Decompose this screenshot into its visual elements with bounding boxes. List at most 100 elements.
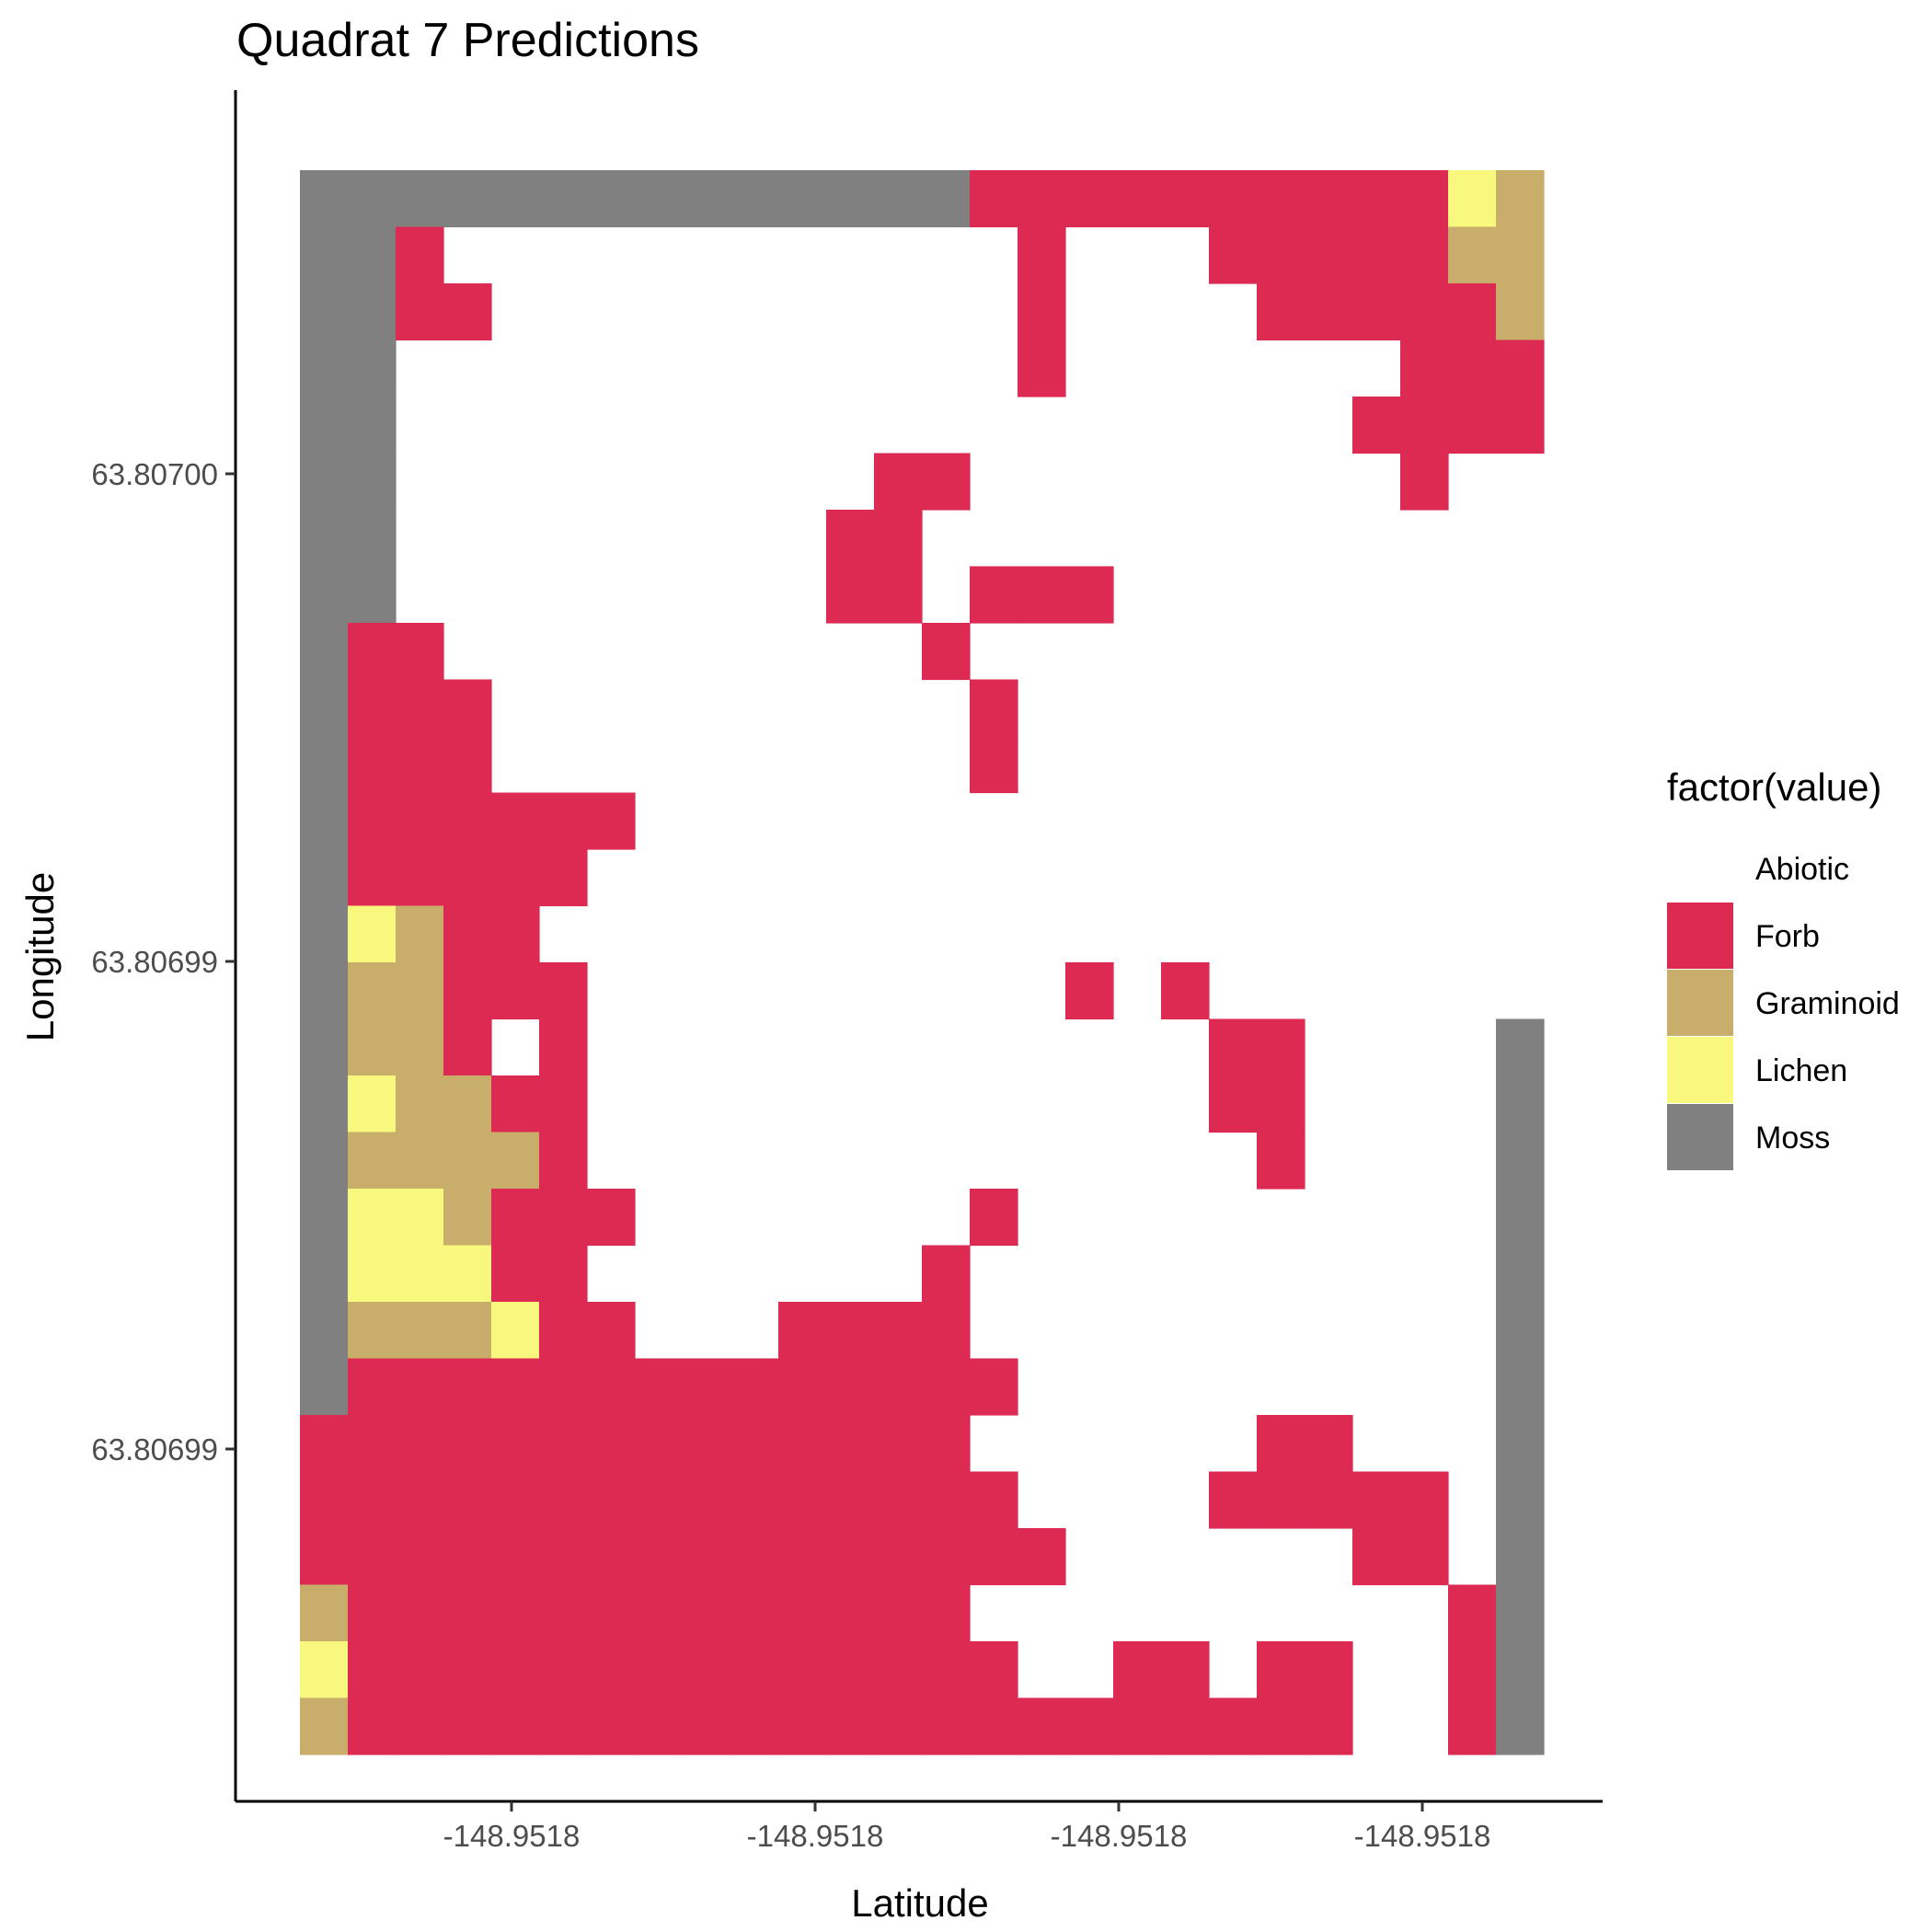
heatmap-cell-forb xyxy=(922,1415,971,1473)
heatmap-cell-forb xyxy=(874,1415,923,1473)
heatmap-cell-moss xyxy=(300,962,349,1020)
heatmap-cell-forb xyxy=(826,1471,875,1529)
heatmap-cell-moss xyxy=(587,170,636,228)
heatmap-cell-forb xyxy=(1018,170,1066,228)
heatmap-cell-forb xyxy=(396,283,444,341)
heatmap-cell-moss xyxy=(874,170,923,228)
heatmap-cell-forb xyxy=(443,1528,492,1586)
heatmap-cell-forb xyxy=(539,1075,588,1133)
heatmap-cell-forb xyxy=(922,1528,971,1586)
x-tick-label: -148.9518 xyxy=(747,1819,884,1853)
legend-label-abiotic: Abiotic xyxy=(1755,852,1849,887)
heatmap-cell-forb xyxy=(1305,226,1353,284)
heatmap-cell-forb xyxy=(348,1471,397,1529)
heatmap-cell-forb xyxy=(587,1415,636,1473)
heatmap-cell-forb xyxy=(587,792,636,850)
heatmap-cell-forb xyxy=(1113,170,1162,228)
heatmap-cell-moss xyxy=(300,453,349,511)
heatmap-cell-forb xyxy=(1257,1641,1305,1699)
heatmap-cell-forb xyxy=(587,1584,636,1642)
heatmap-cell-forb xyxy=(970,1697,1018,1755)
heatmap-cell-forb xyxy=(1209,1018,1258,1076)
x-tick-label: -148.9518 xyxy=(1354,1819,1491,1853)
legend: factor(value) Abiotic Forb Graminoid Lichen… xyxy=(1667,765,1900,1170)
heatmap-cell-forb xyxy=(443,679,492,737)
heatmap-cell-forb xyxy=(922,1245,971,1303)
heatmap-cell-forb xyxy=(1209,170,1258,228)
heatmap-cell-forb xyxy=(970,1641,1018,1699)
heatmap-cell-moss xyxy=(1496,1245,1545,1303)
heatmap-cell-forb xyxy=(826,1302,875,1360)
heatmap-cell-forb xyxy=(348,1415,397,1473)
heatmap-cell-forb xyxy=(587,1528,636,1586)
heatmap-cell-forb xyxy=(396,1641,444,1699)
heatmap-cell-forb xyxy=(922,1697,971,1755)
heatmap-cell-forb xyxy=(1209,1471,1258,1529)
heatmap-cell-forb xyxy=(635,1358,684,1416)
heatmap-cell-forb xyxy=(539,1415,588,1473)
legend-title: factor(value) xyxy=(1667,765,1881,809)
x-tick-label: -148.9518 xyxy=(443,1819,581,1853)
heatmap-cell-forb xyxy=(1018,226,1066,284)
heatmap-cell-forb xyxy=(443,1018,492,1076)
heatmap-cell-forb xyxy=(635,1471,684,1529)
heatmap-cell-graminoid xyxy=(443,1132,492,1190)
heatmap-cell-forb xyxy=(970,170,1018,228)
heatmap-cell-forb xyxy=(683,1358,731,1416)
heatmap-cell-moss xyxy=(826,170,875,228)
heatmap-cell-forb xyxy=(874,1471,923,1529)
heatmap-cell-moss xyxy=(300,1245,349,1303)
heatmap-cell-moss xyxy=(300,283,349,341)
heatmap-cell-forb xyxy=(683,1641,731,1699)
heatmap-cell-forb xyxy=(1018,1528,1066,1586)
heatmap-cell-forb xyxy=(491,1358,540,1416)
heatmap-cell-moss xyxy=(396,170,444,228)
heatmap-cell-moss xyxy=(778,170,827,228)
heatmap-cell-forb xyxy=(730,1641,779,1699)
heatmap-cell-moss xyxy=(1496,1641,1545,1699)
heatmap-cell-graminoid xyxy=(396,962,444,1020)
heatmap-cell-forb xyxy=(1448,1697,1497,1755)
heatmap-cell-moss xyxy=(300,623,349,681)
heatmap-cell-graminoid xyxy=(396,1075,444,1133)
heatmap-cell-forb xyxy=(539,1358,588,1416)
heatmap-cell-forb xyxy=(539,962,588,1020)
heatmap-cell-forb xyxy=(874,1528,923,1586)
heatmap-cell-forb xyxy=(396,1471,444,1529)
heatmap-cell-moss xyxy=(300,905,349,963)
heatmap-cell-forb xyxy=(396,1697,444,1755)
heatmap-cell-forb xyxy=(826,1415,875,1473)
heatmap-cell-graminoid xyxy=(396,1018,444,1076)
heatmap-cell-forb xyxy=(970,1189,1018,1247)
heatmap-cell-forb xyxy=(443,1584,492,1642)
heatmap-cell-forb xyxy=(396,1358,444,1416)
heatmap-cell-forb xyxy=(1257,226,1305,284)
heatmap-cell-lichen xyxy=(348,1075,397,1133)
heatmap-cell-forb xyxy=(1448,397,1497,454)
legend-key-moss xyxy=(1667,1104,1733,1170)
heatmap-cell-forb xyxy=(396,679,444,737)
heatmap-cell-graminoid xyxy=(348,1302,397,1360)
heatmap-cell-forb xyxy=(683,1415,731,1473)
heatmap-cell-forb xyxy=(683,1584,731,1642)
heatmap-cell-moss xyxy=(348,226,397,284)
heatmap-cell-forb xyxy=(1018,339,1066,397)
heatmap-cell-moss xyxy=(300,566,349,624)
heatmap-cell-forb xyxy=(539,792,588,850)
heatmap-cell-moss xyxy=(1496,1302,1545,1360)
heatmap-cell-graminoid xyxy=(443,1302,492,1360)
heatmap-cell-forb xyxy=(635,1415,684,1473)
heatmap-cell-forb xyxy=(1496,397,1545,454)
heatmap-cell-forb xyxy=(587,1697,636,1755)
heatmap-cell-moss xyxy=(300,1302,349,1360)
heatmap-cells xyxy=(300,170,1545,1755)
heatmap-cell-forb xyxy=(491,1697,540,1755)
heatmap-cell-forb xyxy=(443,1415,492,1473)
heatmap-cell-forb xyxy=(826,1584,875,1642)
heatmap-cell-forb xyxy=(778,1697,827,1755)
heatmap-cell-forb xyxy=(443,905,492,963)
heatmap-cell-forb xyxy=(491,849,540,907)
heatmap-cell-forb xyxy=(491,1415,540,1473)
heatmap-cell-forb xyxy=(348,1697,397,1755)
heatmap-cell-forb xyxy=(300,1471,349,1529)
